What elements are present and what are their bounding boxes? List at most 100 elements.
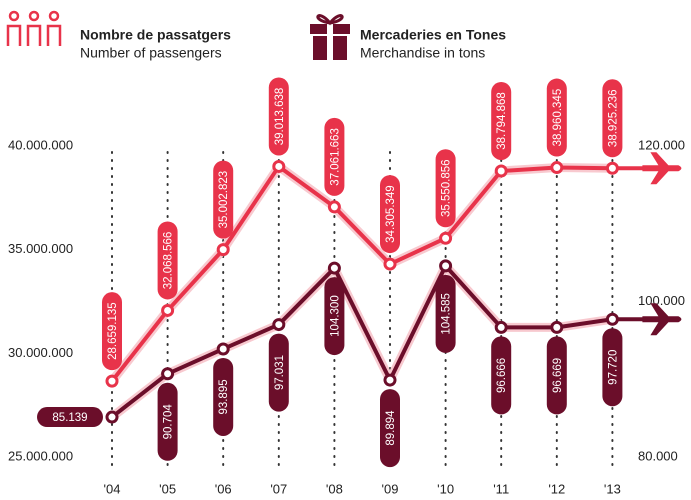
label-pill [268,77,289,156]
x-tick-label: '13 [604,481,621,495]
point [161,303,175,317]
value-label-text: 38.925.236 [607,90,619,148]
y-tick-label: 40.000.000 [8,137,73,152]
value-label-text: 38.960.345 [552,89,564,147]
value-label: 89.894 [380,389,400,468]
label-pill [37,407,103,428]
legend-title: Mercaderies en Tones [360,27,506,43]
x-tick-label: '10 [437,481,454,495]
label-pill [602,79,623,158]
value-label-text: 85.139 [52,412,87,424]
x-tick-label: '07 [270,481,287,495]
value-label: 37.061.663 [324,117,345,196]
value-label-text: 32.068.566 [163,232,175,290]
label-pill [324,117,345,196]
value-label: 35.550.856 [435,149,456,228]
label-pill [102,292,122,371]
label-pill [546,336,567,415]
y-tick-label: 35.000.000 [8,241,73,256]
point [494,320,508,334]
value-label-text: 35.002.823 [218,171,230,229]
label-pill [380,389,400,468]
legend-subtitle: Merchandise in tons [360,45,485,61]
value-label-text: 104.300 [329,295,341,337]
value-label-text: 90.704 [163,404,175,440]
line [110,263,613,419]
point [383,257,397,271]
x-tick-label: '11 [493,481,509,495]
value-label: 34.305.349 [380,175,400,254]
value-label-text: 104.585 [441,293,453,335]
point [327,261,341,275]
point [105,374,119,388]
point [383,373,397,387]
people-icon [6,10,62,46]
value-label: 38.960.345 [546,78,567,157]
plane [642,152,682,185]
value-label-text: 28.659.135 [107,302,119,360]
x-tick-label: '05 [159,481,176,495]
label-pill [491,336,512,415]
point [494,164,508,178]
label-pill [602,328,623,407]
value-label-text: 34.305.349 [385,185,397,243]
label-pill [268,333,289,412]
value-label: 104.300 [324,277,345,356]
line-halo [108,161,613,384]
value-label: 38.794.868 [491,81,512,160]
value-label: 96.669 [546,336,567,415]
value-label: 32.068.566 [157,221,178,300]
label-pill [435,149,456,228]
x-tick-label: '08 [326,481,343,495]
plane-icon [618,152,682,185]
y2-tick-label: 120.000 [638,137,685,152]
x-tick-label: '04 [104,481,121,495]
label-pill [435,274,456,353]
point [550,161,564,175]
value-label: 104.585 [435,274,456,353]
value-label-text: 97.720 [607,350,619,385]
point [327,200,341,214]
value-label: 90.704 [157,382,178,461]
gift-icon [310,14,350,60]
value-label: 85.139 [37,407,103,428]
value-label-text: 96.669 [552,358,564,393]
point [439,259,453,273]
label-pill [213,160,234,239]
label-pill [491,81,512,160]
label-pill [380,175,400,254]
value-label-text: 89.894 [385,410,397,446]
label-pill [157,382,178,461]
value-label-text: 93.895 [218,379,230,414]
point [216,243,230,257]
value-label: 93.895 [213,357,234,436]
value-label-text: 97.031 [274,355,286,390]
y-tick-label: 30.000.000 [8,345,73,360]
point [272,318,286,332]
value-label: 97.720 [602,328,623,407]
legend-subtitle: Number of passengers [80,45,222,61]
y2-tick-label: 80.000 [638,448,678,463]
line [110,164,613,383]
legend-title: Nombre de passatgers [80,27,231,43]
point [439,231,453,245]
value-label-text: 37.061.663 [329,128,341,186]
label-pill [213,357,234,436]
plane [642,303,682,336]
point [605,312,619,326]
y2-tick-label: 100.000 [638,293,685,308]
value-label: 35.002.823 [213,160,234,239]
value-label: 39.013.638 [268,77,289,156]
point [216,342,230,356]
value-label: 28.659.135 [102,292,122,371]
value-label-text: 38.794.868 [496,92,508,150]
value-label-text: 35.550.856 [441,159,453,217]
value-label-text: 39.013.638 [274,88,286,146]
point [550,320,564,334]
value-label: 38.925.236 [602,79,623,158]
value-label-text: 96.666 [496,358,508,393]
value-label: 96.666 [491,336,512,415]
label-pill [546,78,567,157]
x-tick-label: '09 [382,481,399,495]
